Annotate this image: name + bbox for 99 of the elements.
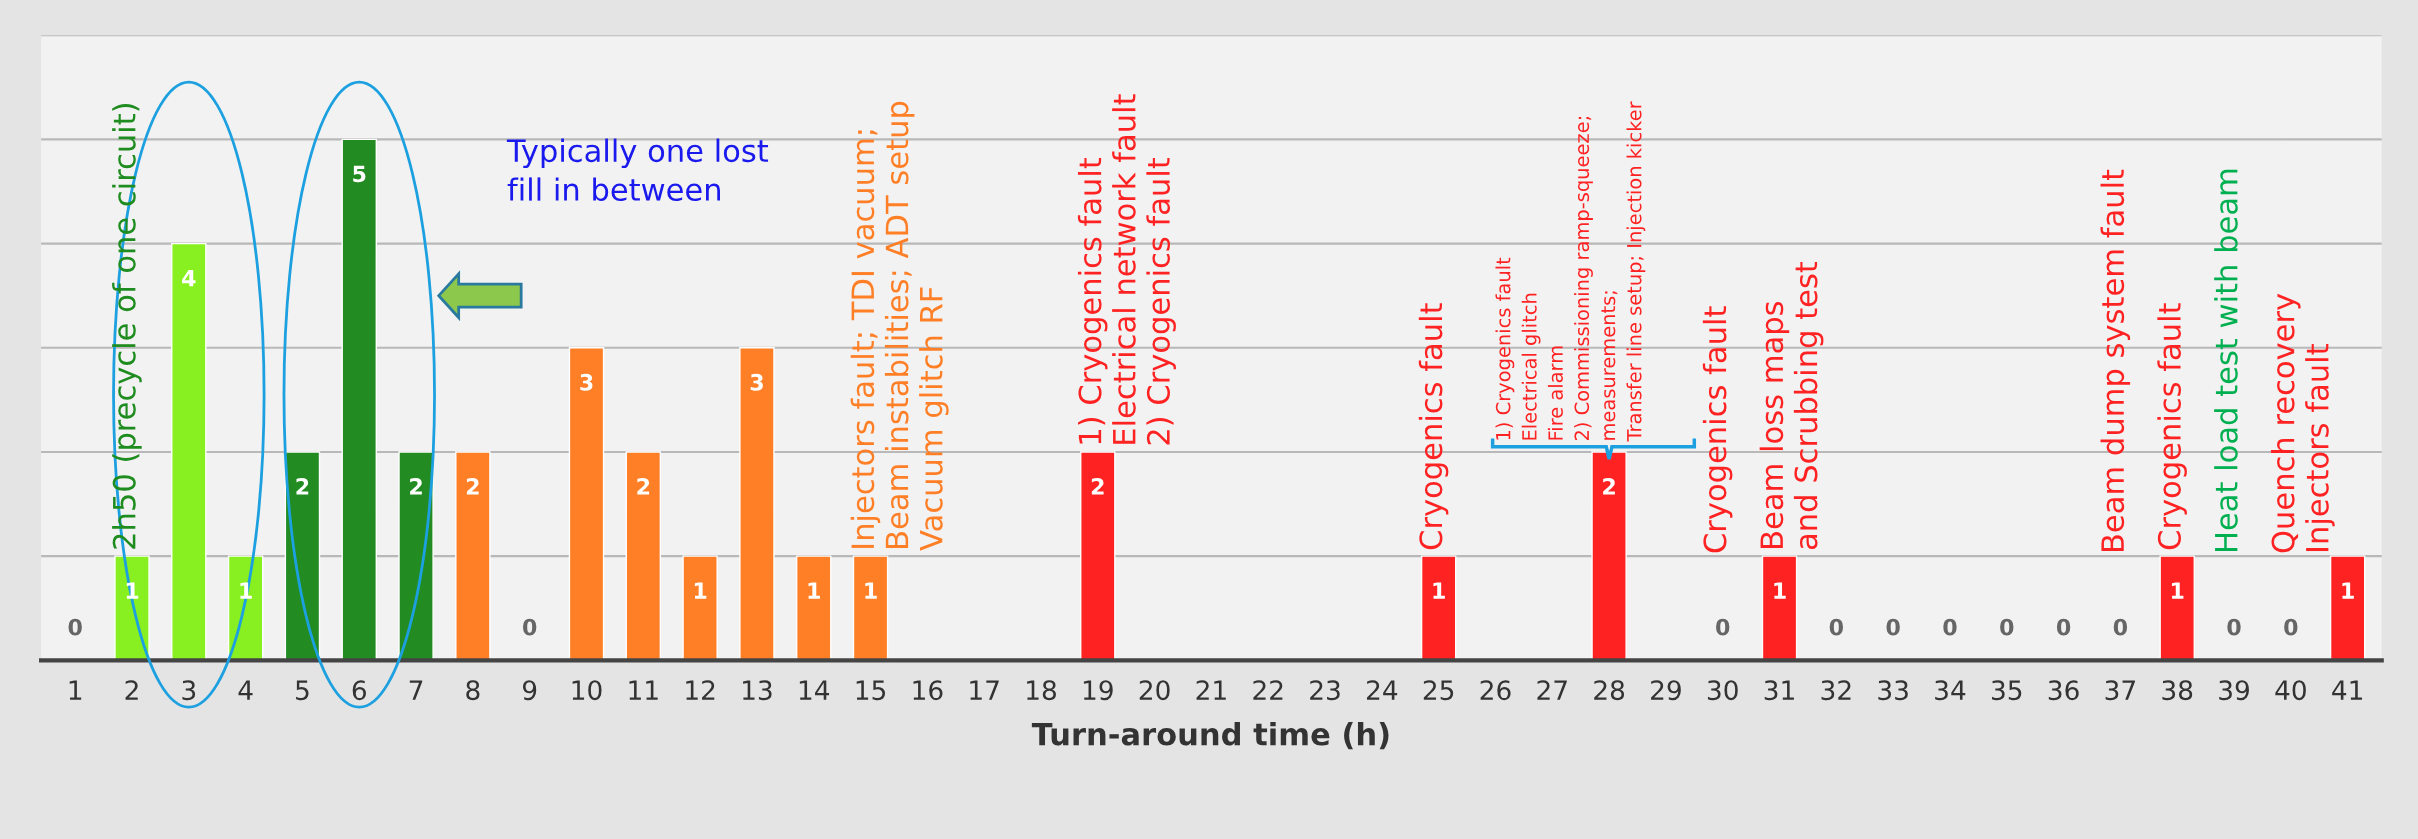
data-label: 0 [2284, 618, 2298, 636]
x-tick-label: 21 [1196, 680, 1226, 700]
data-label: 2 [637, 478, 650, 495]
x-tick-label: 37 [2105, 680, 2135, 701]
x-tick-label: 19 [1083, 680, 1113, 701]
x-axis-title: Turn-around time (h) [1031, 721, 1389, 750]
x-tick-label: 14 [799, 680, 830, 700]
annotation: Quench recovery Injectors fault [2270, 293, 2335, 553]
bar [852, 555, 889, 661]
bar [796, 555, 832, 661]
x-tick-label: 3 [182, 680, 196, 701]
data-label: 0 [2227, 618, 2241, 636]
x-tick-label: 40 [2275, 680, 2306, 701]
annotation: 2h50 (precycle of one circuit) [112, 104, 142, 549]
data-label: 0 [2056, 618, 2071, 636]
x-tick-label: 8 [466, 680, 480, 701]
bar [114, 555, 150, 661]
x-tick-label: 36 [2048, 680, 2079, 701]
annotation: Heat load test with beam [2214, 169, 2238, 552]
bar [1420, 555, 1457, 661]
x-tick-label: 27 [1537, 680, 1567, 700]
data-label: 4 [182, 269, 196, 287]
data-label: 0 [1716, 618, 1730, 636]
data-label: 2 [1603, 478, 1615, 495]
annotation: Beam loss maps and Scrubbing test [1759, 261, 1824, 550]
x-tick-label: 33 [1878, 680, 1908, 701]
annotation: Injectors fault; TDI vacuum; Beam instabilities; ADT setup Vacuum glitch RF [850, 101, 949, 551]
data-label: 2 [296, 478, 309, 495]
bar [341, 138, 377, 661]
x-tick-label: 16 [913, 680, 943, 701]
x-tick-label: 38 [2162, 680, 2193, 701]
x-tick-label: 39 [2219, 680, 2249, 701]
x-tick-label: 41 [2332, 680, 2362, 700]
x-tick-label: 31 [1764, 680, 1794, 701]
bar [2329, 555, 2366, 661]
x-tick-label: 10 [572, 680, 602, 701]
x-tick-label: 1 [69, 680, 82, 700]
x-tick-label: 2 [125, 680, 138, 700]
x-tick-label: 22 [1253, 680, 1283, 700]
x-tick-label: 5 [296, 680, 309, 701]
data-label: 0 [68, 618, 82, 636]
data-label: 1 [1433, 582, 1445, 599]
data-label: 1 [808, 582, 820, 599]
data-label: 1 [2171, 582, 2184, 599]
x-tick-label: 17 [970, 680, 999, 700]
annotation: 1) Cryogenics fault Electrical network fault 2) Cryogenics fault [1077, 94, 1176, 445]
x-tick-label: 25 [1423, 680, 1454, 701]
data-label: 1 [865, 582, 877, 599]
data-label: 2 [1091, 478, 1104, 495]
x-tick-label: 35 [1992, 680, 2022, 701]
data-label: 0 [2113, 618, 2128, 636]
data-label: 1 [1774, 582, 1786, 599]
x-tick-label: 7 [409, 680, 423, 700]
data-label: 0 [523, 618, 537, 636]
bar [1080, 451, 1116, 661]
bar [455, 451, 491, 661]
x-tick-label: 34 [1935, 680, 1966, 701]
annotation: Typically one lost fill in between [506, 138, 769, 202]
data-label: 5 [353, 165, 366, 183]
data-label: 1 [694, 582, 707, 599]
x-tick-label: 11 [629, 680, 658, 700]
x-tick-label: 4 [238, 680, 253, 700]
bar [625, 451, 662, 661]
x-tick-label: 23 [1310, 680, 1340, 701]
bar [1591, 451, 1627, 661]
bar [1761, 555, 1798, 661]
annotation: Cryogenics fault [1418, 303, 1449, 550]
bar [682, 555, 718, 661]
annotation: Beam dump system fault [2100, 169, 2131, 552]
bar [171, 242, 207, 661]
data-label: 0 [2000, 618, 2014, 636]
data-label: 0 [1943, 618, 1957, 636]
bar [568, 347, 605, 661]
data-label: 0 [1829, 618, 1844, 636]
data-label: 2 [410, 478, 422, 495]
x-tick-label: 26 [1480, 680, 1511, 701]
bar [739, 347, 775, 661]
data-label: 1 [2342, 582, 2354, 599]
x-tick-label: 20 [1139, 680, 1170, 701]
data-label: 2 [466, 478, 479, 495]
data-label: 3 [580, 373, 593, 391]
x-tick-label: 30 [1707, 680, 1738, 701]
x-tick-label: 29 [1651, 680, 1681, 701]
bar [2159, 555, 2195, 661]
x-tick-label: 13 [743, 680, 772, 701]
annotation: Cryogenics fault [1702, 306, 1733, 553]
x-tick-label: 18 [1027, 680, 1056, 701]
data-label: 3 [750, 373, 763, 391]
annotation: 1) Cryogenics fault Electrical glitch Fire alarm 2) Commissioning ramp-squeeze; measurements; Transfer line setup; Injection kicker [1495, 101, 1646, 442]
bar [398, 451, 434, 661]
x-tick-label: 28 [1594, 680, 1625, 701]
x-tick-label: 32 [1821, 680, 1851, 701]
x-tick-label: 24 [1367, 680, 1398, 700]
data-label: 0 [1886, 618, 1900, 636]
x-tick-label: 15 [856, 680, 886, 701]
x-tick-label: 12 [686, 680, 715, 700]
x-tick-label: 6 [352, 680, 366, 701]
x-tick-label: 9 [522, 680, 537, 701]
annotation: Cryogenics fault [2157, 303, 2187, 550]
